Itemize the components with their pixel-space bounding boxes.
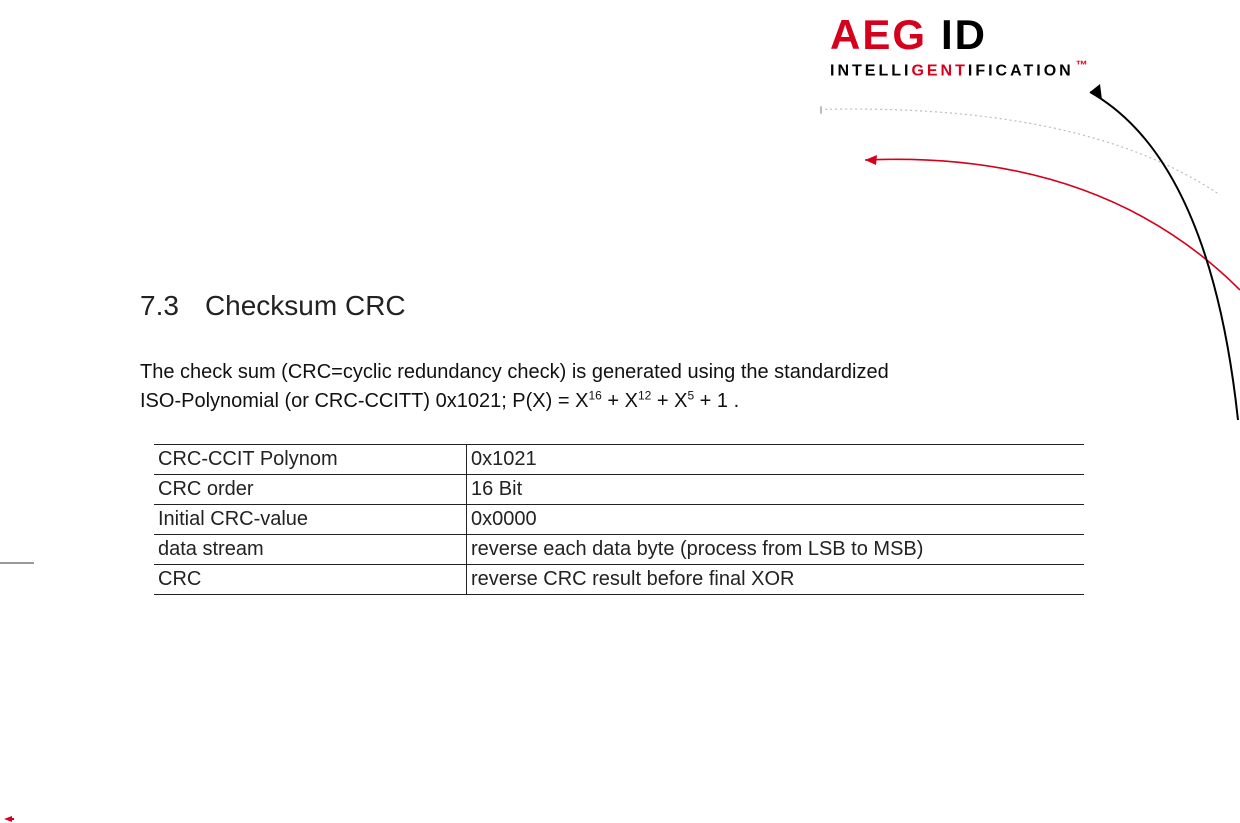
table-cell-val: 0x1021	[467, 445, 1085, 475]
table-cell-key: Initial CRC-value	[154, 505, 467, 535]
heading-title: Checksum CRC	[205, 290, 406, 321]
table-cell-key: CRC	[154, 565, 467, 595]
logo-id: ID	[941, 11, 987, 58]
para-exp2: 12	[638, 388, 651, 402]
para-line1: The check sum (CRC=cyclic redundancy che…	[140, 361, 889, 383]
para-line2a: ISO-Polynomial (or CRC-CCITT) 0x1021; P(…	[140, 390, 588, 412]
intro-paragraph: The check sum (CRC=cyclic redundancy che…	[140, 358, 1095, 416]
para-exp1: 16	[588, 388, 601, 402]
table-row: Initial CRC-value 0x0000	[154, 505, 1084, 535]
corner-arrow-icon	[4, 816, 38, 822]
logo-subline: INTELLIGENTIFICATION™	[830, 58, 1091, 80]
heading-number: 7.3	[140, 290, 179, 321]
crc-table: CRC-CCIT Polynom 0x1021 CRC order 16 Bit…	[154, 444, 1084, 595]
table-cell-key: CRC-CCIT Polynom	[154, 445, 467, 475]
logo-aeg: AEG	[830, 11, 927, 58]
brand-logo: AEG ID INTELLIGENTIFICATION™	[830, 14, 1091, 80]
logo-tm: ™	[1076, 58, 1091, 72]
logo-sub-2: IFICATION	[968, 62, 1074, 79]
para-mid2: + X	[651, 390, 687, 412]
page-root: AEG ID INTELLIGENTIFICATION™ 7.3 Checksum …	[0, 0, 1240, 823]
table-row: data stream reverse each data byte (proc…	[154, 535, 1084, 565]
table-cell-key: data stream	[154, 535, 467, 565]
table-cell-val: 0x0000	[467, 505, 1085, 535]
logo-top-line: AEG ID	[830, 14, 1091, 56]
margin-mark-icon	[0, 562, 34, 564]
table-cell-val: reverse each data byte (process from LSB…	[467, 535, 1085, 565]
logo-sub-1: INTELLI	[830, 62, 911, 79]
table-row: CRC reverse CRC result before final XOR	[154, 565, 1084, 595]
table-row: CRC-CCIT Polynom 0x1021	[154, 445, 1084, 475]
table-row: CRC order 16 Bit	[154, 475, 1084, 505]
logo-sub-red: GENT	[911, 62, 967, 79]
content-area: 7.3 Checksum CRC The check sum (CRC=cycli…	[140, 290, 1095, 595]
para-mid1: + X	[602, 390, 638, 412]
table-cell-val: 16 Bit	[467, 475, 1085, 505]
section-heading: 7.3 Checksum CRC	[140, 290, 1095, 322]
table-cell-key: CRC order	[154, 475, 467, 505]
table-cell-val: reverse CRC result before final XOR	[467, 565, 1085, 595]
para-tail: + 1 .	[694, 390, 739, 412]
